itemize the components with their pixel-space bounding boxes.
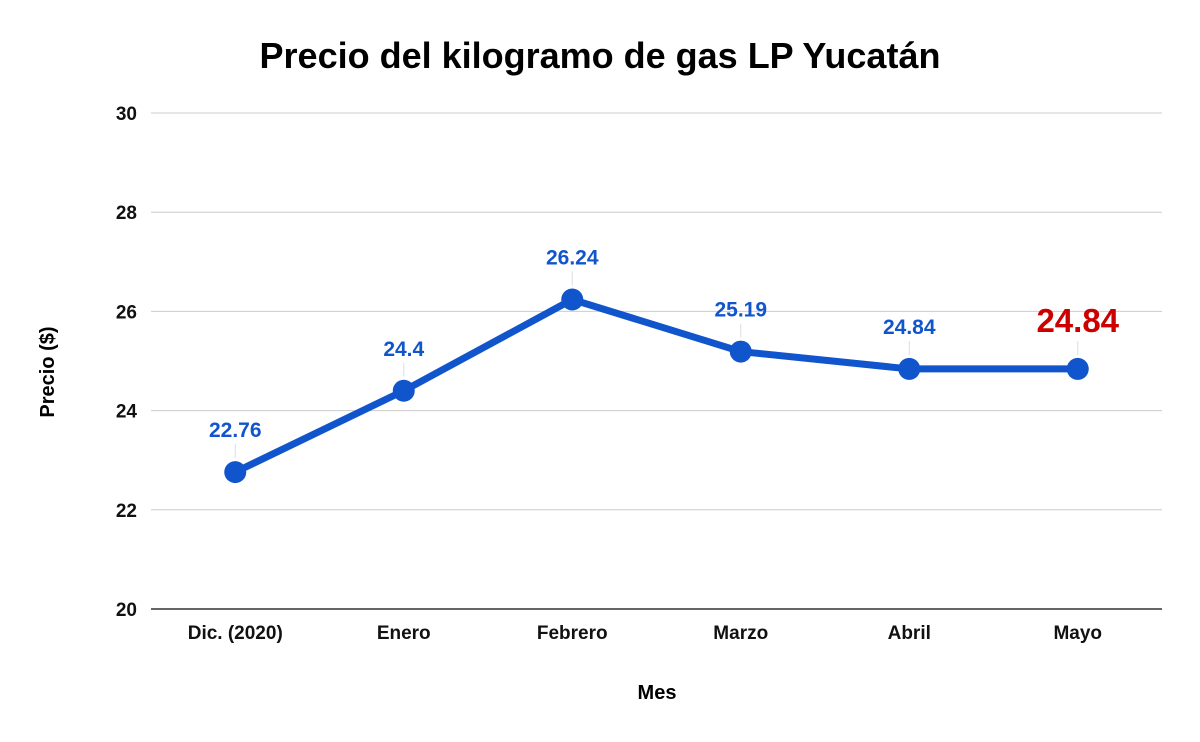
data-label-leaders (234, 271, 1079, 459)
data-point (1066, 357, 1089, 380)
y-tick-label: 26 (116, 302, 137, 323)
x-tick-label: Mayo (1053, 623, 1102, 644)
y-tick-label: 28 (116, 203, 137, 224)
data-point (729, 340, 752, 363)
x-tick-label: Abril (888, 623, 931, 644)
gridlines (151, 112, 1162, 610)
data-label: 24.84 (883, 316, 936, 339)
x-tick-label: Marzo (713, 623, 768, 644)
data-point (224, 461, 247, 484)
y-axis-ticks: 20 22 24 26 28 30 (116, 104, 138, 621)
data-label: 24.4 (383, 338, 424, 361)
data-labels: 22.76 24.4 26.24 25.19 24.84 24.84 (209, 246, 1120, 442)
y-tick-label: 30 (116, 104, 137, 125)
data-point (898, 357, 921, 380)
data-point (561, 288, 584, 311)
y-tick-label: 22 (116, 501, 137, 522)
x-tick-label: Dic. (2020) (188, 623, 283, 644)
y-tick-label: 24 (116, 402, 138, 423)
data-label: 25.19 (714, 299, 767, 322)
y-tick-label: 20 (116, 600, 137, 621)
x-axis-ticks: Dic. (2020) Enero Febrero Marzo Abril Mayo (188, 623, 1102, 644)
data-point (392, 379, 415, 402)
data-label: 22.76 (209, 419, 262, 442)
x-axis-title: Mes (638, 682, 677, 704)
data-label-highlight: 24.84 (1036, 302, 1119, 339)
x-tick-label: Febrero (537, 623, 608, 644)
y-axis-title: Precio ($) (37, 326, 59, 417)
series-line (231, 295, 1082, 476)
data-label: 26.24 (546, 246, 599, 269)
series (224, 288, 1089, 484)
chart-title: Precio del kilogramo de gas LP Yucatán (260, 35, 941, 76)
x-tick-label: Enero (377, 623, 431, 644)
